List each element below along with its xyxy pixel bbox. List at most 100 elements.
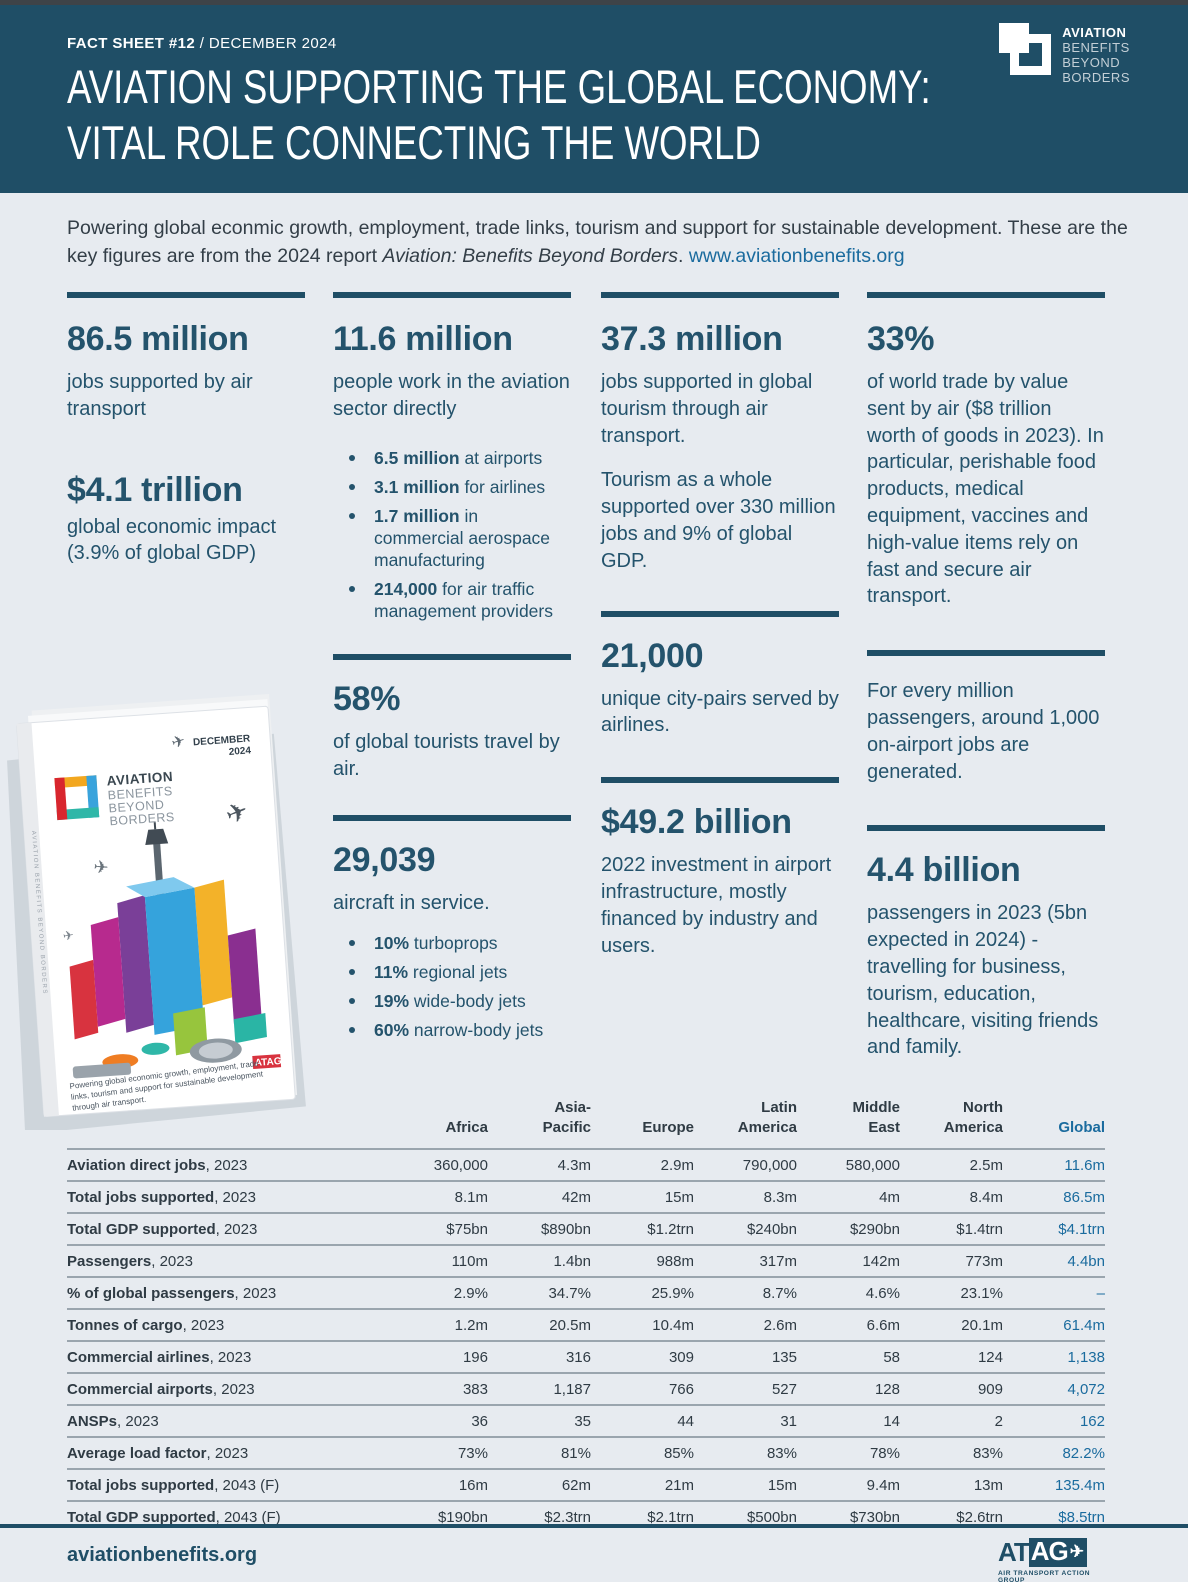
intro-text: Powering global econmic growth, employme… — [67, 217, 1128, 268]
fact-sheet-eyebrow: FACT SHEET #12 / DECEMBER 2024 — [67, 35, 337, 52]
cell-middle-east: 4.6% — [797, 1276, 900, 1309]
table-row: Total jobs supported, 2023 8.1m 42m 15m … — [67, 1180, 1105, 1213]
stat-column-1: 86.5 million jobs supported by air trans… — [67, 292, 305, 567]
cell-middle-east: 9.4m — [797, 1468, 900, 1501]
cell-north-america: $1.4trn — [900, 1212, 1003, 1245]
plane-icon: ✈ — [170, 732, 188, 752]
table-row: ANSPs, 2023 36 35 44 31 14 2 162 — [67, 1404, 1105, 1437]
row-label: Tonnes of cargo, 2023 — [67, 1308, 385, 1341]
cell-global: 61.4m — [1003, 1308, 1105, 1341]
atag-logo: AT AG ✈ AIR TRANSPORT ACTION GROUP — [998, 1537, 1108, 1582]
cell-global: 1,138 — [1003, 1340, 1105, 1373]
plane-icon: ✈ — [93, 857, 109, 878]
cell-north-america: 773m — [900, 1244, 1003, 1277]
cell-north-america: 83% — [900, 1436, 1003, 1469]
column-rule — [601, 777, 839, 784]
stat-direct-jobs: 11.6 million — [333, 320, 513, 358]
svg-text:BENEFITS: BENEFITS — [107, 784, 173, 803]
cell-north-america: 124 — [900, 1340, 1003, 1373]
row-label: Commercial airlines, 2023 — [67, 1340, 385, 1373]
page-title-line2: VITAL ROLE CONNECTING THE WORLD — [67, 116, 761, 170]
row-label: Total jobs supported, 2023 — [67, 1180, 385, 1213]
cell-asia-pacific: 35 — [488, 1404, 591, 1437]
bullet-item: 11% regional jets — [347, 961, 571, 983]
column-rule — [867, 825, 1105, 832]
row-label: Aviation direct jobs, 2023 — [67, 1148, 385, 1181]
fact-sheet-number: FACT SHEET #12 — [67, 35, 196, 52]
cell-europe: 15m — [591, 1180, 694, 1213]
cell-middle-east: 128 — [797, 1372, 900, 1405]
stat-city-pairs: 21,000 — [601, 636, 704, 675]
cell-asia-pacific: $890bn — [488, 1212, 591, 1245]
bullet-item: 6.5 million at airports — [347, 447, 571, 469]
cell-europe: 25.9% — [591, 1276, 694, 1309]
column-rule — [333, 292, 571, 298]
svg-text:BEYOND: BEYOND — [108, 798, 165, 816]
aviationbenefits-link[interactable]: www.aviationbenefits.org — [688, 245, 905, 268]
cell-europe: 21m — [591, 1468, 694, 1501]
cell-latin-america: 31 — [694, 1404, 797, 1437]
footer-site-link[interactable]: aviationbenefits.org — [67, 1544, 258, 1566]
cell-latin-america: 83% — [694, 1436, 797, 1469]
cell-africa: 110m — [385, 1244, 488, 1277]
column-rule — [601, 292, 839, 298]
svg-text:BORDERS: BORDERS — [109, 810, 175, 829]
abbb-color-square-icon — [54, 775, 100, 821]
abbb-logo: AVIATION BENEFITS BEYOND BORDERS — [999, 21, 1130, 85]
cell-africa: 2.9% — [385, 1276, 488, 1309]
header-global: Global — [1058, 1118, 1105, 1136]
cell-middle-east: 4m — [797, 1180, 900, 1213]
cell-middle-east: 14 — [797, 1404, 900, 1437]
table-row: Total jobs supported, 2043 (F) 16m 62m 2… — [67, 1468, 1105, 1501]
cell-europe: 988m — [591, 1244, 694, 1277]
cell-middle-east: 58 — [797, 1340, 900, 1373]
report-cover-illustration: AVIATION BENEFITS BEYOND BORDERS DECEMBE… — [7, 694, 306, 1135]
header-north-america: North America — [943, 1099, 1003, 1136]
column-rule — [867, 650, 1105, 657]
header-middle-east: Middle East — [852, 1099, 901, 1136]
stat-airport-investment: $49.2 billion — [601, 803, 792, 842]
svg-text:AVIATION: AVIATION — [106, 769, 173, 789]
bullet-item: 60% narrow-body jets — [347, 1019, 571, 1041]
page-title-line1: AVIATION SUPPORTING THE GLOBAL ECONOMY: — [67, 60, 931, 113]
cell-africa: 36 — [385, 1404, 488, 1437]
cell-north-america: 909 — [900, 1372, 1003, 1405]
cell-africa: $75bn — [385, 1212, 488, 1245]
cell-middle-east: 6.6m — [797, 1308, 900, 1341]
stat-tourists-by-air: 58% — [333, 679, 401, 718]
stat-column-4: 33% of world trade by value sent by air … — [867, 292, 1105, 1061]
cell-global: 11.6m — [1003, 1148, 1105, 1181]
row-label: Commercial airports, 2023 — [67, 1372, 385, 1405]
cell-africa: 1.2m — [385, 1308, 488, 1341]
row-label: Average load factor, 2023 — [67, 1436, 385, 1469]
table-row: Aviation direct jobs, 2023 360,000 4.3m … — [67, 1148, 1105, 1181]
stat-jobs-supported: 86.5 million — [67, 320, 249, 358]
stat-economic-impact: $4.1 trillion — [67, 470, 243, 509]
on-airport-jobs-paragraph: For every million passengers, around 1,0… — [867, 680, 1100, 783]
stat-column-3: 37.3 million jobs supported in global to… — [601, 292, 839, 959]
cell-africa: 360,000 — [385, 1148, 488, 1181]
fleet-breakdown: 10% turboprops 11% regional jets 19% wide-… — [333, 932, 571, 1041]
cell-global: 135.4m — [1003, 1468, 1105, 1501]
cell-asia-pacific: 4.3m — [488, 1148, 591, 1181]
row-label: Total GDP supported, 2023 — [67, 1212, 385, 1245]
intro-paragraph: Powering global econmic growth, employme… — [67, 217, 1128, 268]
atag-mini-logo: ATAG — [252, 1054, 282, 1070]
plane-icon: ✈ — [1069, 1541, 1084, 1561]
cell-asia-pacific: 62m — [488, 1468, 591, 1501]
cell-north-america: 2 — [900, 1404, 1003, 1437]
fact-sheet-date: / DECEMBER 2024 — [195, 35, 337, 52]
plane-icon: ✈ — [62, 927, 75, 944]
svg-text:DECEMBER: DECEMBER — [193, 733, 252, 748]
table-row: Average load factor, 2023 73% 81% 85% 83… — [67, 1436, 1105, 1469]
cell-middle-east: 580,000 — [797, 1148, 900, 1181]
cell-middle-east: 78% — [797, 1436, 900, 1469]
cell-africa: 383 — [385, 1372, 488, 1405]
cell-africa: 196 — [385, 1340, 488, 1373]
table-row: Commercial airports, 2023 383 1,187 766 … — [67, 1372, 1105, 1405]
bullet-item: 19% wide-body jets — [347, 990, 571, 1012]
cell-latin-america: 8.3m — [694, 1180, 797, 1213]
cell-asia-pacific: 34.7% — [488, 1276, 591, 1309]
table-row: Commercial airlines, 2023 196 316 309 13… — [67, 1340, 1105, 1373]
